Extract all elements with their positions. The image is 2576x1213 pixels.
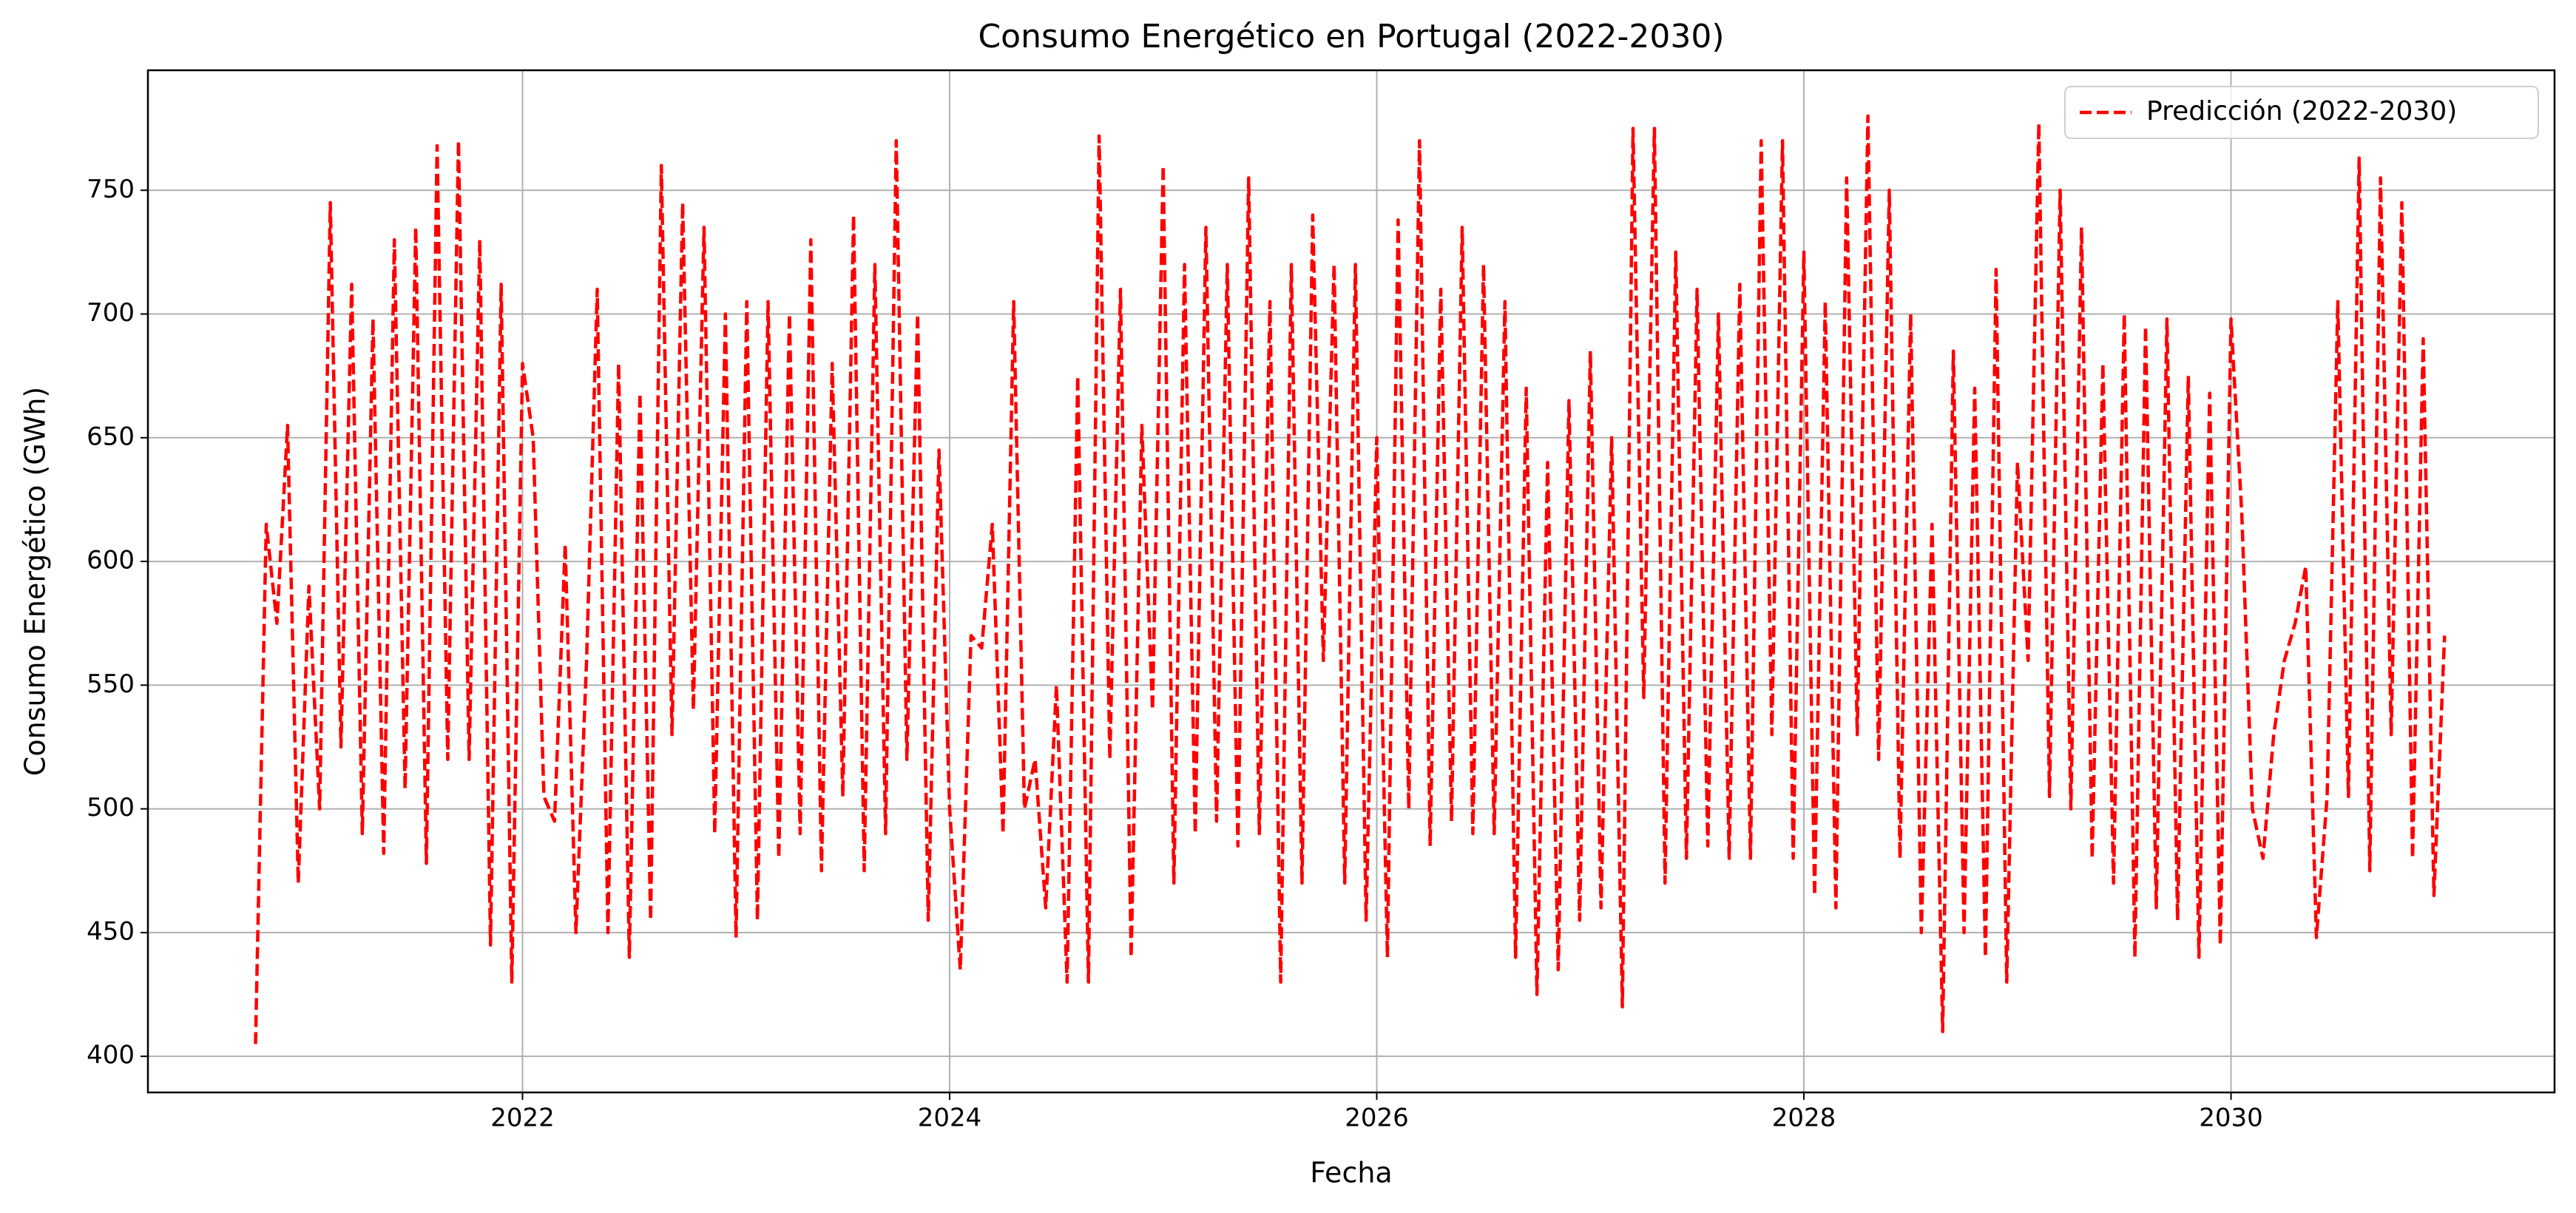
x-tick-label: 2028 [1772, 1104, 1836, 1133]
y-tick-label: 650 [87, 422, 135, 451]
legend: Predicción (2022-2030) [2064, 86, 2539, 139]
y-axis-label: Consumo Energético (GWh) [19, 387, 52, 776]
x-tick-label: 2024 [918, 1104, 982, 1133]
x-tick-label: 2030 [2199, 1104, 2263, 1133]
y-tick-label: 500 [87, 793, 135, 822]
y-tick-label: 550 [87, 669, 135, 699]
chart-title: Consumo Energético en Portugal (2022-203… [978, 18, 1724, 55]
y-tick-label: 700 [87, 298, 135, 328]
x-tick-label: 2026 [1345, 1104, 1409, 1133]
y-tick-label: 450 [87, 916, 135, 946]
legend-box [2064, 86, 2539, 139]
legend-label: Predicción (2022-2030) [2146, 96, 2457, 126]
data-line [254, 114, 2447, 1044]
x-tick-label: 2022 [490, 1104, 555, 1133]
x-axis-label: Fecha [1310, 1157, 1392, 1189]
y-tick-label: 400 [87, 1041, 135, 1070]
plot-frame [146, 69, 2556, 1094]
y-tick-label: 750 [87, 175, 135, 204]
y-tick-label: 600 [87, 546, 135, 575]
